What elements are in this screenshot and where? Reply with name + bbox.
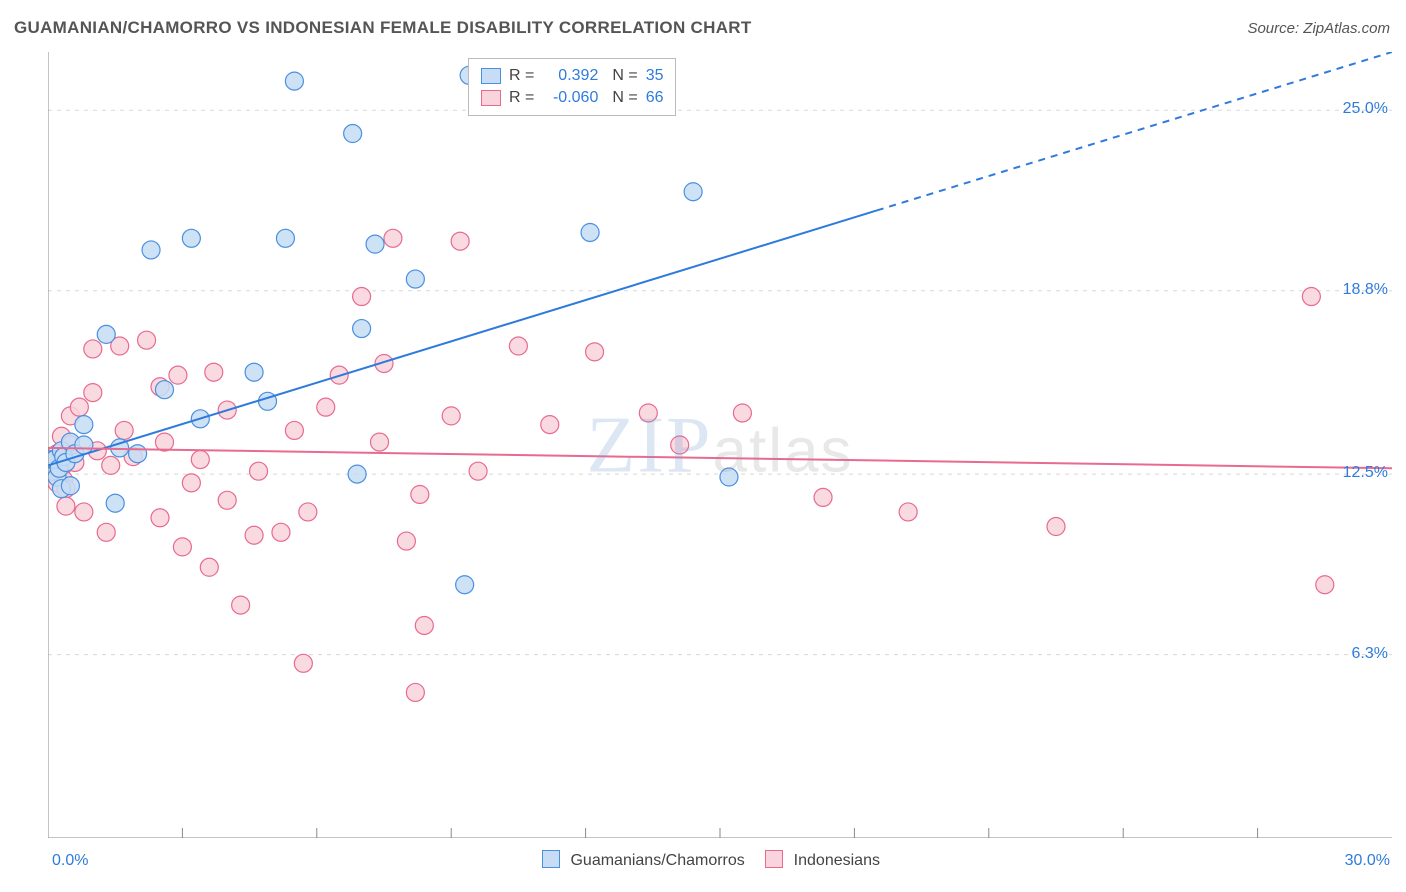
legend-label-series-2: Indonesians — [794, 852, 880, 869]
legend-label-series-1: Guamanians/Chamorros — [570, 852, 744, 869]
y-tick-label: 25.0% — [1343, 100, 1388, 118]
legend-swatch-series-2 — [765, 850, 783, 868]
n-label: N = — [612, 65, 637, 87]
legend-row: R = 0.392 N = 35 — [481, 65, 663, 87]
correlation-legend-box: R = 0.392 N = 35 R = -0.060 N = 66 — [468, 58, 676, 116]
r-label: R = — [509, 87, 534, 109]
legend-swatch — [481, 90, 501, 106]
source-label: Source: ZipAtlas.com — [1247, 20, 1390, 37]
n-value: 35 — [646, 65, 664, 87]
y-tick-label: 6.3% — [1352, 645, 1388, 663]
r-value: -0.060 — [542, 87, 598, 109]
n-value: 66 — [646, 87, 664, 109]
bottom-legend: Guamanians/Chamorros Indonesians — [0, 850, 1406, 870]
plot-area: ZIPatlas R =0.392N =35R =-0.060N =66 — [48, 52, 1392, 838]
n-label: N = — [612, 87, 637, 109]
chart-title: GUAMANIAN/CHAMORRO VS INDONESIAN FEMALE … — [14, 18, 752, 38]
r-value: 0.392 — [542, 65, 598, 87]
legend-swatch-series-1 — [542, 850, 560, 868]
y-tick-label: 12.5% — [1343, 464, 1388, 482]
scatter-plot-svg — [48, 52, 1392, 838]
chart-container: GUAMANIAN/CHAMORRO VS INDONESIAN FEMALE … — [0, 0, 1406, 892]
legend-row: R = -0.060 N = 66 — [481, 87, 663, 109]
legend-swatch — [481, 68, 501, 84]
r-label: R = — [509, 65, 534, 87]
y-tick-label: 18.8% — [1343, 281, 1388, 299]
